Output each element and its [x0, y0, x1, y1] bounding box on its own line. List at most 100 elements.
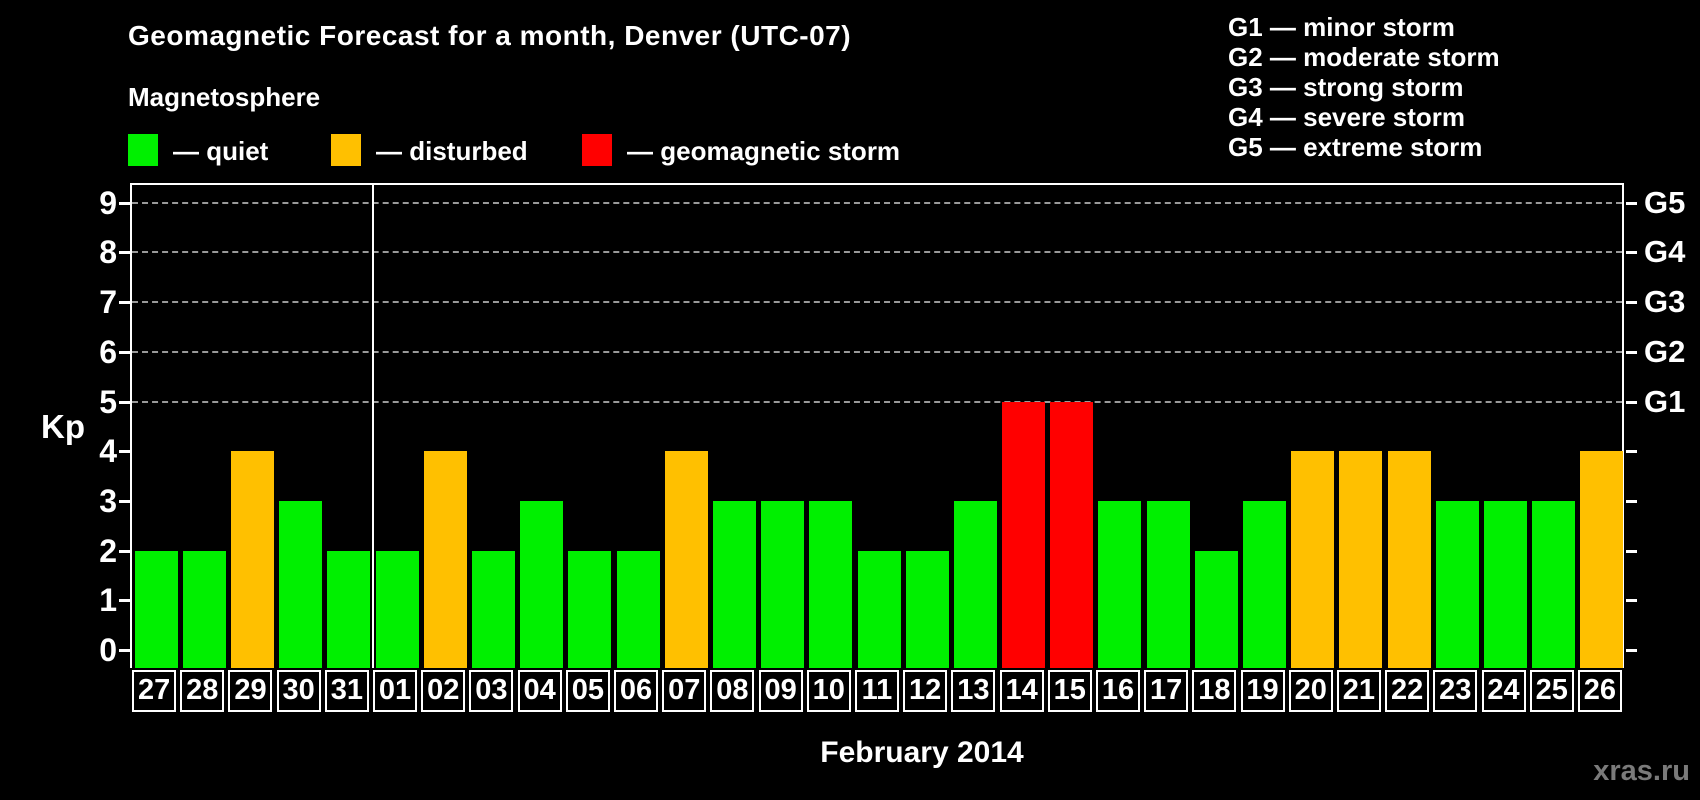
quiet-color-swatch [128, 134, 158, 166]
y-tick-right-5 [1626, 400, 1637, 404]
gridline-kp9 [132, 201, 1622, 204]
bar-day-18 [1194, 550, 1238, 668]
y-tick-right-7 [1626, 301, 1637, 305]
x-label-day-23: 23 [1433, 670, 1478, 712]
bar-day-07 [664, 451, 708, 668]
bar-day-11 [857, 550, 901, 668]
y-axis-label-8: 8 [99, 234, 117, 271]
y-axis-label-4: 4 [99, 433, 117, 470]
bar-day-01 [375, 550, 419, 668]
bar-day-22 [1387, 451, 1431, 668]
right-axis-label-g2: G2 [1644, 333, 1686, 369]
bar-day-02 [423, 451, 467, 668]
bar-day-28 [182, 550, 226, 668]
y-axis-label-1: 1 [99, 582, 117, 619]
y-tick-right-9 [1626, 201, 1637, 205]
y-tick-right-6 [1626, 350, 1637, 354]
legend-label-disturbed: — disturbed [376, 136, 528, 166]
g-scale-legend: G1 — minor storm G2 — moderate storm G3 … [1228, 12, 1500, 162]
y-tick-right-0 [1626, 649, 1637, 652]
chart-title: Geomagnetic Forecast for a month, Denver… [128, 20, 852, 51]
gridline-kp5 [132, 400, 1622, 403]
bar-day-30 [279, 500, 323, 668]
x-label-day-05: 05 [565, 670, 610, 712]
bar-day-13 [953, 500, 997, 668]
bar-day-06 [616, 550, 660, 668]
bar-day-15 [1050, 401, 1094, 668]
bar-day-31 [327, 550, 371, 668]
y-axis-label-5: 5 [99, 383, 117, 420]
legend-label-storm: — geomagnetic storm [627, 136, 901, 166]
x-axis-title: February 2014 [820, 736, 1024, 769]
plot-area [130, 183, 1624, 668]
y-axis-label-0: 0 [99, 632, 117, 668]
x-label-day-14: 14 [999, 670, 1044, 712]
x-label-day-24: 24 [1481, 670, 1526, 712]
g2-legend-line: G2 — moderate storm [1228, 42, 1500, 72]
y-axis-label-7: 7 [99, 284, 117, 321]
bar-day-20 [1291, 451, 1335, 668]
x-label-day-19: 19 [1240, 670, 1285, 712]
x-label-day-26: 26 [1577, 670, 1622, 712]
g5-legend-line: G5 — extreme storm [1228, 132, 1483, 162]
y-axis-label-9: 9 [99, 184, 117, 221]
y-axis-label-2: 2 [99, 532, 117, 569]
x-label-day-02: 02 [421, 670, 466, 712]
bar-day-21 [1339, 451, 1383, 668]
bar-day-04 [520, 500, 564, 668]
g3-legend-line: G3 — strong storm [1228, 72, 1464, 102]
x-label-day-07: 07 [662, 670, 707, 712]
x-label-day-25: 25 [1529, 670, 1574, 712]
y-tick-left-7 [119, 301, 130, 305]
right-axis-label-g3: G3 [1644, 284, 1686, 320]
x-label-day-03: 03 [469, 670, 514, 712]
x-label-day-20: 20 [1288, 670, 1333, 712]
y-tick-left-8 [119, 251, 130, 255]
x-label-day-18: 18 [1192, 670, 1237, 712]
x-label-day-16: 16 [1095, 670, 1140, 712]
x-label-day-17: 17 [1144, 670, 1189, 712]
y-tick-right-2 [1626, 549, 1637, 553]
gridline-kp6 [132, 350, 1622, 353]
y-tick-left-0 [119, 649, 130, 652]
x-label-day-29: 29 [228, 670, 273, 712]
gridline-kp8 [132, 251, 1622, 254]
g1-legend-line: G1 — minor storm [1228, 12, 1455, 42]
right-axis-label-g4: G4 [1644, 234, 1686, 270]
bar-day-12 [905, 550, 949, 668]
bar-day-23 [1435, 500, 1479, 668]
x-label-day-22: 22 [1385, 670, 1430, 712]
y-tick-right-4 [1626, 450, 1637, 454]
x-label-day-27: 27 [132, 670, 177, 712]
magnetosphere-label: Magnetosphere [128, 82, 321, 112]
y-tick-left-3 [119, 499, 130, 503]
y-tick-left-2 [119, 549, 130, 553]
y-axis-label-6: 6 [99, 333, 117, 370]
y-tick-left-1 [119, 599, 130, 603]
right-axis-label-g5: G5 [1644, 184, 1686, 220]
y-tick-right-3 [1626, 499, 1637, 503]
bar-day-09 [761, 500, 805, 668]
y-axis-label-3: 3 [99, 482, 117, 519]
bar-day-03 [471, 550, 515, 668]
x-label-day-30: 30 [276, 670, 321, 712]
bar-day-27 [134, 550, 178, 668]
watermark: xras.ru [1593, 755, 1690, 787]
x-label-day-04: 04 [517, 670, 562, 712]
bar-day-16 [1098, 500, 1142, 668]
x-label-day-13: 13 [951, 670, 996, 712]
bar-day-17 [1146, 500, 1190, 668]
bar-day-05 [568, 550, 612, 668]
bar-day-08 [712, 500, 756, 668]
month-boundary-line [371, 185, 374, 668]
x-label-day-11: 11 [855, 670, 899, 712]
x-label-day-31: 31 [324, 670, 369, 712]
x-label-day-09: 09 [758, 670, 803, 712]
storm-color-swatch [582, 134, 612, 166]
x-label-day-10: 10 [806, 670, 851, 712]
legend-item-disturbed: — disturbed [331, 133, 561, 167]
bar-day-19 [1243, 500, 1287, 668]
y-tick-left-6 [119, 350, 130, 354]
legend-item-storm: — geomagnetic storm [582, 133, 912, 167]
x-label-day-12: 12 [903, 670, 948, 712]
